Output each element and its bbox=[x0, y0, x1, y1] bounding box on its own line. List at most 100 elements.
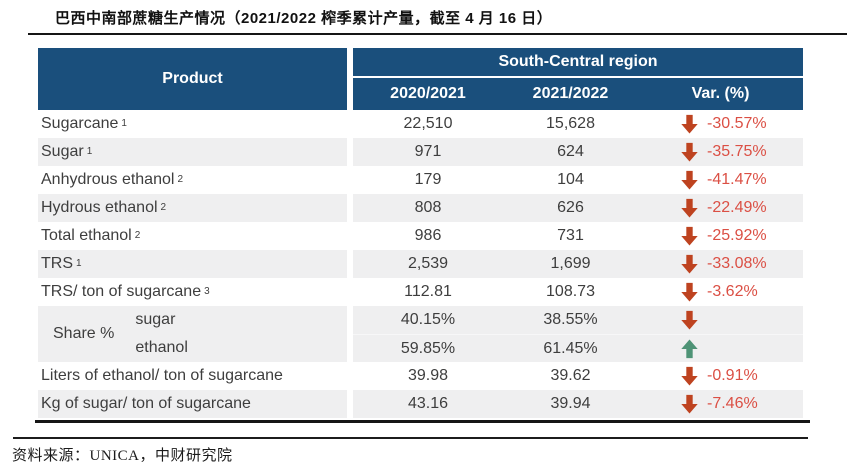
value-2021-2022: 39.94 bbox=[503, 390, 638, 418]
variation-cell: -22.49% bbox=[638, 194, 803, 222]
down-arrow-icon bbox=[681, 170, 698, 190]
season-column-headers: 2020/2021 2021/2022 Var. (%) bbox=[353, 78, 803, 110]
column-header-variation: Var. (%) bbox=[691, 85, 750, 102]
variation-cell: -35.75% bbox=[638, 138, 803, 166]
region-group-header: South-Central region bbox=[353, 48, 803, 78]
product-name: Anhydrous ethanol 2 bbox=[41, 171, 183, 188]
column-gap bbox=[347, 278, 353, 306]
value-2021-2022: 731 bbox=[557, 227, 584, 244]
table-row: Sugarcane 1 22,510 15,628 -30.57% bbox=[38, 110, 803, 138]
value-2020-2021: 59.85% bbox=[353, 334, 503, 362]
column-gap bbox=[347, 194, 353, 222]
up-arrow-icon bbox=[681, 338, 698, 358]
table-row: Total ethanol 2 986 731 -25.92% bbox=[38, 222, 803, 250]
product-name: TRS/ ton of sugarcane 3 bbox=[41, 283, 210, 300]
footnote-marker: 1 bbox=[76, 258, 82, 269]
value-2021-2022: 108.73 bbox=[546, 283, 595, 300]
down-arrow-icon bbox=[681, 142, 698, 162]
region-header-block: South-Central region 2020/2021 2021/2022… bbox=[353, 48, 803, 110]
footnote-marker: 2 bbox=[177, 174, 183, 185]
down-arrow-icon bbox=[681, 282, 698, 302]
column-header-2020-2021: 2020/2021 bbox=[390, 85, 466, 102]
share-group: Share % sugar ethanol 40.15% 38.55% 59.85… bbox=[38, 306, 803, 362]
column-gap bbox=[347, 306, 353, 362]
product-name: Sugar 1 bbox=[38, 138, 347, 166]
value-2020-2021: 39.98 bbox=[407, 367, 449, 384]
share-values: 40.15% 38.55% 59.85% 61.45% bbox=[353, 306, 803, 362]
page-title: 巴西中南部蔗糖生产情况（2021/2022 榨季累计产量，截至 4 月 16 日… bbox=[55, 10, 553, 27]
table-row: Liters of ethanol/ ton of sugarcane 39.9… bbox=[38, 362, 803, 390]
table-row: TRS/ ton of sugarcane 3 112.81 108.73 -3.… bbox=[38, 278, 803, 306]
value-2021-2022: 39.62 bbox=[550, 367, 591, 384]
title-divider bbox=[28, 33, 847, 35]
down-arrow-icon bbox=[681, 226, 698, 246]
variation-cell: -25.92% bbox=[638, 222, 803, 250]
variation-value: -33.08% bbox=[707, 255, 767, 272]
variation-cell: -41.47% bbox=[638, 166, 803, 194]
value-2020-2021: 112.81 bbox=[404, 283, 452, 300]
column-gap bbox=[347, 166, 353, 194]
table-row: Sugar 1 971 624 -35.75% bbox=[38, 138, 803, 166]
footnote-marker: 1 bbox=[121, 118, 127, 129]
value-2021-2022: 104 bbox=[557, 171, 584, 188]
value-2021-2022: 626 bbox=[503, 194, 638, 222]
product-name: TRS 1 bbox=[38, 250, 347, 278]
variation-cell: -30.57% bbox=[638, 110, 803, 138]
variation-cell: -33.08% bbox=[638, 250, 803, 278]
down-arrow-icon bbox=[681, 310, 698, 330]
value-2021-2022: 15,628 bbox=[546, 115, 595, 132]
down-arrow-icon bbox=[681, 198, 698, 218]
variation-value: -41.47% bbox=[707, 171, 767, 188]
variation-cell bbox=[638, 334, 803, 362]
value-2020-2021: 971 bbox=[353, 138, 503, 166]
footnote-marker: 2 bbox=[160, 202, 167, 213]
footnote-marker: 2 bbox=[134, 230, 141, 241]
column-gap bbox=[347, 222, 353, 250]
down-arrow-icon bbox=[681, 394, 698, 414]
share-row: 59.85% 61.45% bbox=[353, 334, 803, 362]
column-header-2021-2022: 2021/2022 bbox=[532, 85, 609, 102]
column-gap bbox=[347, 362, 353, 390]
down-arrow-icon bbox=[681, 254, 698, 274]
footnote-marker: 1 bbox=[86, 146, 93, 157]
table-body: Sugarcane 1 22,510 15,628 -30.57% Sugar 1 … bbox=[38, 110, 803, 418]
value-2020-2021: 43.16 bbox=[353, 390, 503, 418]
variation-value: -22.49% bbox=[707, 199, 767, 216]
table-row: TRS 1 2,539 1,699 -33.08% bbox=[38, 250, 803, 278]
down-arrow-icon bbox=[681, 366, 698, 386]
column-gap bbox=[347, 250, 353, 278]
value-2020-2021: 2,539 bbox=[353, 250, 503, 278]
value-2020-2021: 22,510 bbox=[403, 115, 453, 132]
footer-divider bbox=[13, 437, 808, 439]
share-group-label: Share % bbox=[53, 325, 115, 342]
share-sub-label: ethanol bbox=[135, 339, 188, 356]
down-arrow-icon bbox=[681, 114, 698, 134]
column-gap bbox=[347, 390, 353, 418]
product-name: Kg of sugar/ ton of sugarcane bbox=[38, 390, 347, 418]
data-source-note: 资料来源：UNICA，中财研究院 bbox=[12, 448, 233, 464]
table-header: Product South-Central region 2020/2021 2… bbox=[38, 48, 803, 110]
product-name: Hydrous ethanol 2 bbox=[38, 194, 347, 222]
product-name: Total ethanol 2 bbox=[41, 227, 141, 244]
table-row: Kg of sugar/ ton of sugarcane 43.16 39.9… bbox=[38, 390, 803, 418]
variation-cell bbox=[638, 306, 803, 334]
share-row: 40.15% 38.55% bbox=[353, 306, 803, 334]
variation-cell: -0.91% bbox=[638, 362, 803, 390]
share-sub-labels: sugar ethanol bbox=[135, 306, 188, 362]
table-bottom-border bbox=[35, 420, 810, 423]
value-2020-2021: 808 bbox=[353, 194, 503, 222]
value-2021-2022: 38.55% bbox=[503, 306, 638, 334]
value-2020-2021: 179 bbox=[414, 171, 442, 188]
value-2021-2022: 1,699 bbox=[503, 250, 638, 278]
share-group-label-cell: Share % sugar ethanol bbox=[38, 306, 347, 362]
variation-value: -25.92% bbox=[707, 227, 767, 244]
column-gap bbox=[347, 110, 353, 138]
table-row: Hydrous ethanol 2 808 626 -22.49% bbox=[38, 194, 803, 222]
share-sub-label: sugar bbox=[135, 311, 176, 328]
table-row: Anhydrous ethanol 2 179 104 -41.47% bbox=[38, 166, 803, 194]
variation-cell: -7.46% bbox=[638, 390, 803, 418]
value-2020-2021: 986 bbox=[414, 227, 442, 244]
footnote-marker: 3 bbox=[204, 286, 210, 297]
value-2020-2021: 40.15% bbox=[353, 306, 503, 334]
